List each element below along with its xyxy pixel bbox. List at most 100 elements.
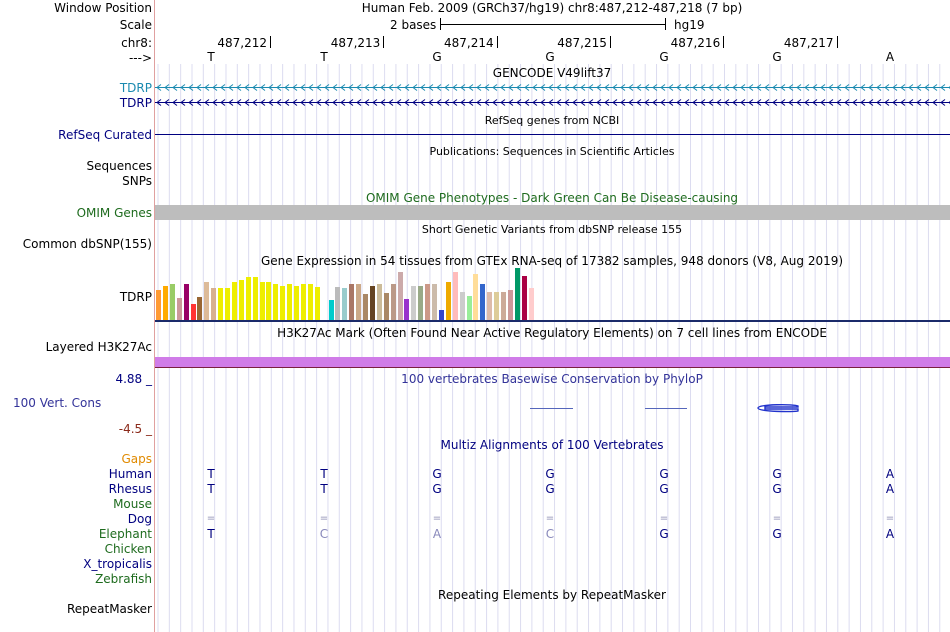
strand-chevron [828, 84, 834, 91]
gtex-tissue-bar[interactable] [383, 293, 389, 320]
gtex-tissue-bar[interactable] [487, 292, 493, 320]
omim-label[interactable]: OMIM Genes [76, 206, 152, 220]
gtex-tissue-bar[interactable] [307, 284, 313, 320]
species-label[interactable]: X_tropicalis [83, 557, 152, 571]
gtex-tissue-bar[interactable] [300, 284, 306, 320]
refseq-gene-line[interactable] [155, 134, 950, 135]
gtex-tissue-bar[interactable] [287, 284, 293, 320]
gtex-tissue-bar[interactable] [273, 284, 279, 320]
strand-chevron [212, 99, 218, 106]
gtex-tissue-bar[interactable] [507, 290, 513, 320]
gtex-tissue-bar[interactable] [259, 282, 265, 320]
gtex-tissue-bar[interactable] [280, 286, 286, 320]
gtex-tissue-bar[interactable] [369, 286, 375, 320]
gtex-tissue-bar[interactable] [411, 286, 417, 320]
gtex-tissue-bar[interactable] [252, 277, 258, 320]
h3k27ac-signal[interactable] [155, 357, 950, 368]
gtex-tissue-bar[interactable] [363, 294, 368, 320]
gtex-tissue-bar[interactable] [528, 288, 534, 320]
gtex-tissue-bar[interactable] [335, 287, 341, 320]
gtex-expression-bars[interactable] [156, 266, 556, 320]
species-label[interactable]: Mouse [113, 497, 152, 511]
gtex-tissue-bar[interactable] [390, 284, 396, 320]
gtex-tissue-bar[interactable] [397, 272, 403, 320]
strand-chevron [460, 84, 466, 91]
gtex-tissue-bar[interactable] [521, 276, 527, 320]
gtex-tissue-bar[interactable] [328, 300, 334, 320]
gtex-tissue-bar[interactable] [452, 272, 458, 320]
strand-chevron [860, 84, 866, 91]
snps-label[interactable]: SNPs [122, 174, 152, 188]
gtex-tissue-bar[interactable] [432, 284, 437, 320]
gtex-tissue-bar[interactable] [238, 280, 244, 320]
gtex-tissue-bar[interactable] [459, 292, 465, 320]
gtex-tissue-bar[interactable] [176, 298, 182, 320]
alignment-base: G [772, 467, 782, 481]
gtex-tissue-bar[interactable] [162, 286, 168, 320]
strand-chevron [364, 99, 370, 106]
strand-chevron [276, 99, 282, 106]
species-label[interactable]: Zebrafish [95, 572, 152, 586]
gtex-tissue-bar[interactable] [356, 284, 362, 320]
gtex-tissue-bar[interactable] [266, 282, 272, 320]
gtex-tissue-bar[interactable] [197, 297, 203, 320]
scale-assembly: hg19 [674, 18, 705, 32]
species-label[interactable]: Elephant [98, 527, 152, 541]
reference-base: G [432, 50, 442, 64]
gtex-tissue-bar[interactable] [473, 274, 479, 320]
omim-feature-bar[interactable] [155, 205, 950, 220]
h3k27ac-label[interactable]: Layered H3K27Ac [45, 340, 152, 354]
gtex-tissue-bar[interactable] [418, 286, 424, 320]
refseq-label[interactable]: RefSeq Curated [58, 128, 152, 142]
gtex-tissue-bar[interactable] [294, 286, 299, 320]
gtex-tissue-bar[interactable] [501, 292, 506, 320]
gtex-tissue-bar[interactable] [183, 284, 189, 320]
conservation-label[interactable]: 100 Vert. Cons [13, 396, 102, 410]
gtex-tissue-bar[interactable] [404, 299, 410, 320]
gtex-tissue-bar[interactable] [342, 288, 348, 320]
gencode-gene-models[interactable] [155, 82, 950, 108]
gtex-tissue-bar[interactable] [218, 288, 224, 320]
gencode-label-2[interactable]: TDRP [119, 96, 152, 110]
species-label[interactable]: Chicken [104, 542, 152, 556]
gtex-tissue-bar[interactable] [349, 284, 355, 320]
strand-chevron [700, 99, 706, 106]
publications-label[interactable]: Sequences [86, 159, 152, 173]
gencode-label-1[interactable]: TDRP [119, 81, 152, 95]
gtex-tissue-bar[interactable] [245, 277, 251, 320]
gtex-tissue-bar[interactable] [438, 310, 444, 320]
gtex-tissue-bar[interactable] [156, 290, 161, 320]
gtex-tissue-bar[interactable] [225, 288, 230, 320]
strand-chevron [524, 84, 530, 91]
gtex-tissue-bar[interactable] [425, 284, 431, 320]
strand-chevron [876, 99, 882, 106]
gtex-tissue-bar[interactable] [169, 284, 175, 320]
coord-tick [609, 36, 611, 48]
gtex-tissue-bar[interactable] [480, 284, 486, 320]
strand-chevron [740, 84, 746, 91]
gtex-tissue-bar[interactable] [376, 284, 382, 320]
window-position-label: Window Position [54, 1, 152, 15]
strand-chevron [772, 99, 778, 106]
gtex-label[interactable]: TDRP [119, 290, 152, 304]
gtex-tissue-bar[interactable] [514, 268, 520, 320]
conservation-plot[interactable] [155, 398, 950, 418]
gtex-tissue-bar[interactable] [494, 292, 500, 320]
gtex-tissue-bar[interactable] [211, 288, 217, 320]
species-label[interactable]: Human [108, 467, 152, 481]
dbsnp-label[interactable]: Common dbSNP(155) [22, 237, 152, 251]
repeatmasker-label[interactable]: RepeatMasker [66, 602, 152, 616]
strand-chevron [780, 84, 786, 91]
gtex-tissue-bar[interactable] [190, 304, 196, 320]
species-label[interactable]: Rhesus [108, 482, 152, 496]
gtex-tissue-bar[interactable] [204, 282, 210, 320]
gtex-tissue-bar[interactable] [231, 282, 237, 320]
alignment-base: = [772, 513, 782, 524]
gtex-tissue-bar[interactable] [445, 282, 451, 320]
multiz-gaps-label[interactable]: Gaps [121, 452, 152, 466]
gtex-tissue-bar[interactable] [314, 287, 320, 320]
species-label[interactable]: Dog [127, 512, 152, 526]
strand-chevron [900, 84, 906, 91]
gtex-tissue-bar[interactable] [466, 296, 472, 320]
strand-chevron [380, 99, 386, 106]
